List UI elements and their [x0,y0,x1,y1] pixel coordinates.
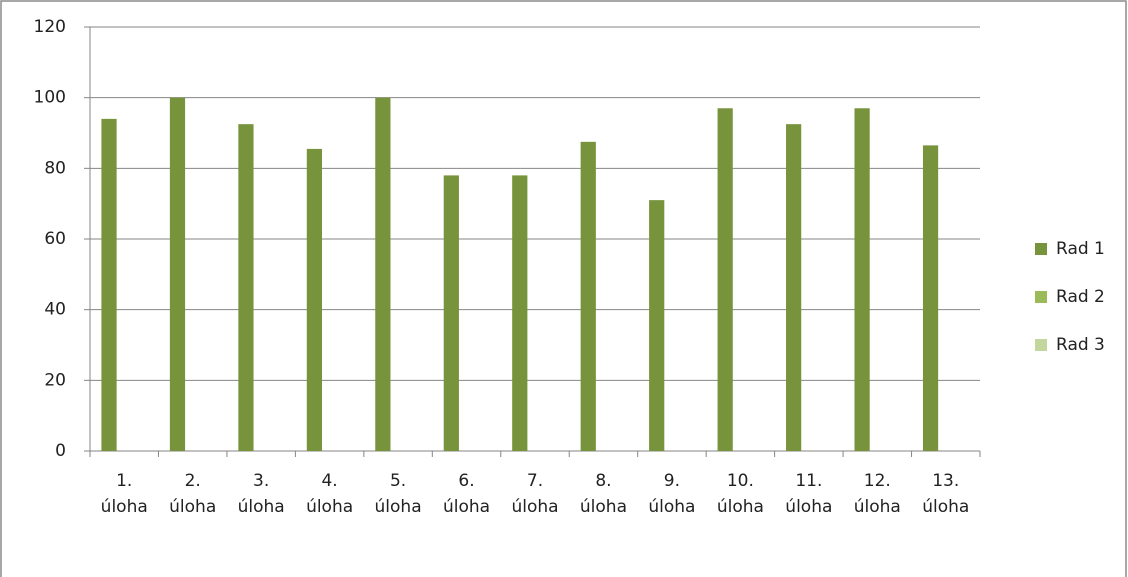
x-tick-label: 12. úloha [854,471,901,517]
y-tick-label: 20 [44,370,66,390]
bar [101,118,117,451]
x-tick-label: 9. úloha [648,471,695,517]
x-tick-label: 10. úloha [717,471,764,517]
bar [375,97,391,452]
y-tick-label: 100 [34,88,66,108]
x-tick-label: 1. úloha [101,471,148,517]
x-tick-label: 3. úloha [238,471,285,517]
bar [854,108,870,452]
y-tick-label: 0 [55,441,66,461]
bar [169,97,186,452]
legend-swatch [1035,243,1047,255]
x-tick-label: 4. úloha [306,471,353,517]
legend-swatch [1035,291,1047,303]
y-tick-label: 120 [34,17,66,37]
bar [306,148,323,451]
x-tick-label: 7. úloha [511,471,558,517]
x-tick-label: 2. úloha [169,471,216,517]
y-tick-label: 40 [44,300,66,320]
x-tick-label: 8. úloha [580,471,627,517]
x-tick-label: 5. úloha [375,471,422,517]
bar [649,200,665,451]
legend-swatch [1035,339,1047,351]
bar [786,124,802,452]
bar [717,108,733,452]
bar [238,124,254,452]
bar [580,141,596,452]
y-tick-label: 80 [44,158,66,178]
legend-label: Rad 2 [1056,287,1105,307]
x-tick-label: 6. úloha [443,471,490,517]
bar [443,175,459,451]
legend-label: Rad 1 [1056,239,1105,259]
bar [512,175,528,451]
legend-label: Rad 3 [1056,335,1105,355]
x-tick-label: 11. úloha [785,471,832,517]
bar [922,145,939,451]
x-tick-label: 13. úloha [922,471,969,517]
y-tick-label: 60 [44,229,66,249]
